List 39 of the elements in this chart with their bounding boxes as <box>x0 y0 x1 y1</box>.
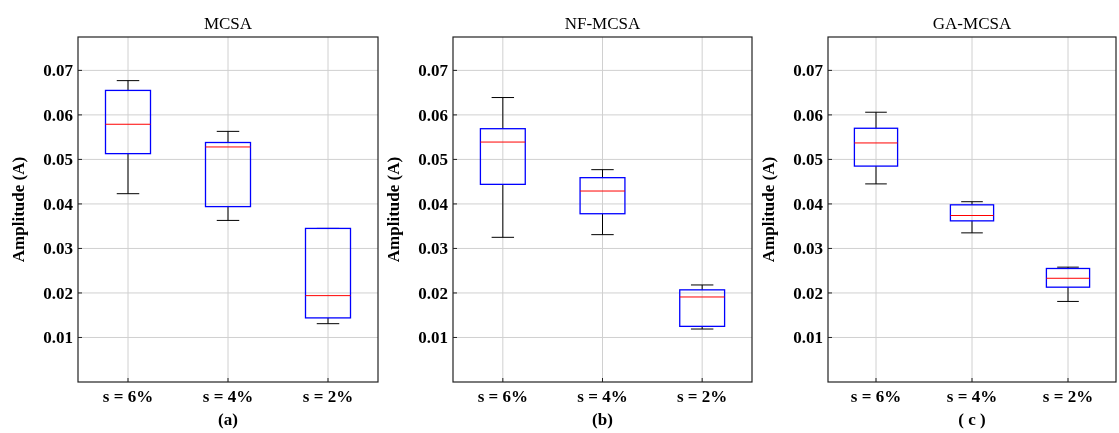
y-tick-label: 0.02 <box>418 283 448 303</box>
chart-title: MCSA <box>203 14 253 33</box>
y-tick-label: 0.01 <box>43 328 73 348</box>
x-tick-label: s = 6% <box>850 387 902 406</box>
y-tick-label: 0.03 <box>43 239 73 259</box>
x-tick-label: s = 4% <box>577 387 628 406</box>
y-axis-title: Amplitude (A) <box>9 156 28 263</box>
y-tick-label: 0.07 <box>793 61 824 81</box>
y-tick-label: 0.07 <box>418 61 449 81</box>
y-tick-label: 0.07 <box>43 61 74 81</box>
y-tick-label: 0.05 <box>793 150 823 170</box>
y-tick-label: 0.01 <box>793 328 823 348</box>
x-tick-label: s = 2% <box>677 387 728 406</box>
y-tick-label: 0.03 <box>418 239 448 259</box>
x-tick-label: s = 6% <box>477 387 528 406</box>
x-tick-label: s = 4% <box>202 387 254 406</box>
y-tick-label: 0.02 <box>793 283 823 303</box>
x-tick-label: s = 4% <box>946 387 998 406</box>
x-axis-title: (b) <box>592 410 613 429</box>
chart-title: GA-MCSA <box>932 14 1012 33</box>
y-tick-label: 0.05 <box>43 150 73 170</box>
x-tick-label: s = 2% <box>1042 387 1094 406</box>
y-tick-label: 0.06 <box>43 105 73 125</box>
y-axis-title: Amplitude (A) <box>384 156 403 263</box>
y-axis-title: Amplitude (A) <box>759 156 778 263</box>
y-tick-label: 0.04 <box>43 194 74 214</box>
y-tick-label: 0.05 <box>418 150 448 170</box>
x-tick-label: s = 2% <box>302 387 354 406</box>
y-tick-label: 0.06 <box>418 105 448 125</box>
y-tick-label: 0.06 <box>793 105 823 125</box>
x-tick-label: s = 6% <box>102 387 154 406</box>
y-tick-label: 0.02 <box>43 283 73 303</box>
y-tick-label: 0.04 <box>793 194 824 214</box>
x-axis-title: (a) <box>218 410 238 429</box>
y-tick-label: 0.04 <box>418 194 449 214</box>
chart-title: NF-MCSA <box>564 14 641 33</box>
x-axis-title: ( c ) <box>958 410 986 429</box>
y-tick-label: 0.03 <box>793 239 823 259</box>
y-tick-label: 0.01 <box>418 328 448 348</box>
